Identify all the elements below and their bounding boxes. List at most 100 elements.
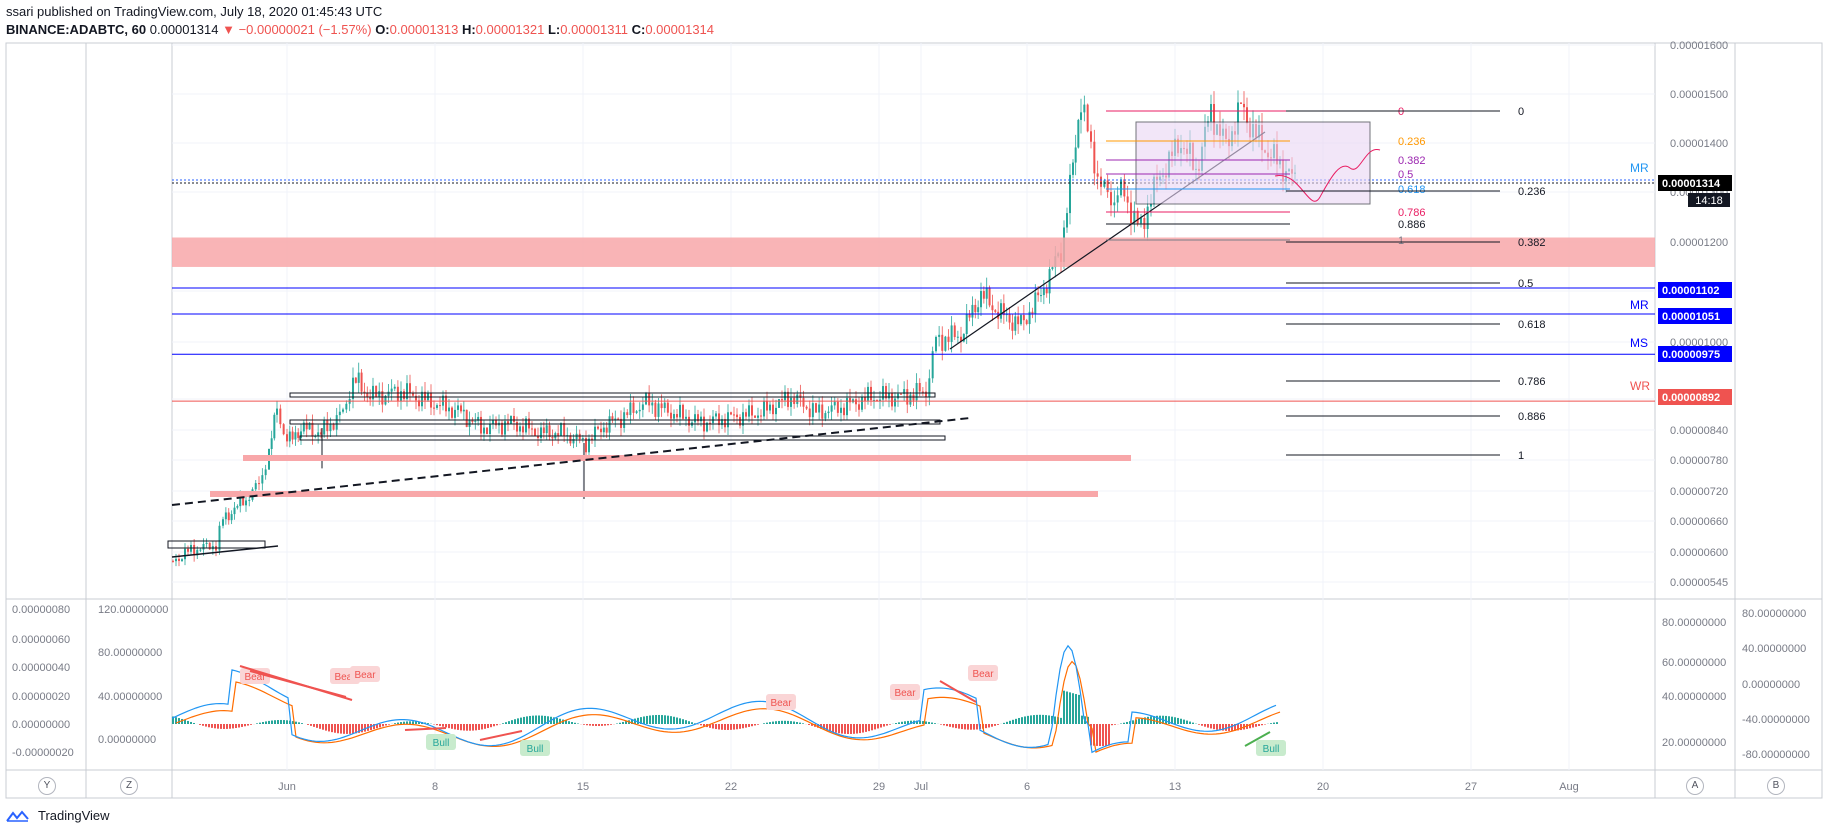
histogram-bar	[295, 721, 297, 724]
candle-body	[971, 304, 974, 318]
histogram-bar	[193, 722, 195, 724]
histogram-bar	[238, 724, 240, 728]
histogram-bar	[1183, 719, 1185, 724]
trendline-dashed	[171, 417, 971, 506]
price-tag	[1658, 175, 1732, 191]
histogram-bar	[256, 723, 258, 724]
candle-body	[1150, 204, 1152, 207]
candle-body	[239, 496, 242, 507]
a-axis-button[interactable]: A	[1686, 777, 1704, 795]
candle-body	[982, 291, 985, 299]
y-axis-button[interactable]: Y	[38, 777, 56, 795]
histogram-bar	[232, 724, 234, 729]
b-axis-button[interactable]: B	[1767, 777, 1785, 795]
histogram-bar	[487, 724, 489, 729]
down-arrow-icon: ▼	[222, 22, 235, 37]
candle-body	[486, 427, 488, 435]
open-label: O:	[375, 22, 390, 37]
histogram-bar	[460, 724, 462, 731]
fib-large-label: 0.618	[1518, 319, 1546, 331]
divergence-badge	[968, 665, 998, 681]
candle-body	[563, 423, 566, 436]
histogram-bar	[931, 722, 933, 724]
close-label: C:	[631, 22, 646, 37]
indicator-right-tick: 60.00000000	[1662, 657, 1726, 669]
histogram-bar	[343, 724, 345, 734]
candle-body	[778, 399, 780, 408]
x-tick-label: 29	[873, 781, 885, 793]
candle-body	[968, 313, 971, 318]
histogram-bar	[250, 724, 252, 725]
histogram-bar	[1021, 717, 1023, 724]
histogram-bar	[439, 724, 441, 726]
candle-body	[751, 405, 753, 416]
candle-body	[815, 403, 817, 413]
histogram-bar	[1156, 715, 1158, 724]
histogram-bar	[868, 724, 870, 732]
candle-body	[305, 422, 308, 430]
symbol-name: BINANCE:ADABTC, 60	[6, 22, 147, 37]
candle-body	[542, 427, 545, 434]
candle-body	[808, 408, 811, 418]
histogram-bar	[1177, 717, 1179, 724]
candle-body	[897, 393, 899, 399]
candle-body	[224, 512, 227, 520]
histogram-bar	[973, 724, 975, 730]
fib-box	[1135, 121, 1371, 205]
histogram-bar	[844, 724, 846, 734]
candle-body	[448, 407, 450, 412]
candle-body	[363, 391, 366, 393]
histogram-bar	[463, 724, 465, 731]
candle-body	[1113, 202, 1116, 206]
candle-body	[1086, 104, 1089, 132]
fib-level-label: 0.886	[1398, 219, 1426, 231]
candle-body	[286, 434, 288, 442]
histogram-bar	[454, 724, 456, 730]
candle-body	[632, 402, 635, 413]
low-label: L:	[547, 22, 561, 37]
histogram-bar	[865, 724, 867, 732]
z-axis-button[interactable]: Z	[120, 777, 138, 795]
histogram-bar	[733, 724, 735, 730]
fib-large-label: 0	[1518, 106, 1524, 118]
histogram-bar	[946, 724, 948, 727]
divergence-label: Bull	[1263, 744, 1280, 755]
histogram-bar	[880, 724, 882, 728]
histogram-bar	[481, 724, 483, 730]
fib-level-label: 0.618	[1398, 184, 1426, 196]
histogram-bar	[244, 724, 246, 727]
candle-body	[1120, 179, 1122, 196]
candle-body	[572, 439, 575, 444]
candle-body	[258, 483, 260, 485]
candle-body	[581, 438, 584, 440]
candle-body	[931, 351, 934, 379]
candle-body	[323, 420, 326, 435]
candle-body	[366, 392, 369, 397]
histogram-bar	[715, 724, 717, 730]
candle-body	[291, 431, 294, 440]
histogram-bar	[1225, 724, 1227, 731]
y-tick-label: 0.00000840	[1670, 425, 1728, 437]
footer-brand[interactable]: TradingView	[6, 808, 110, 823]
candle-body	[1110, 192, 1112, 206]
candle-body	[876, 400, 878, 402]
candle-body	[433, 407, 435, 409]
indicator-right-tick: 40.00000000	[1662, 691, 1726, 703]
candle-body	[222, 519, 224, 526]
candle-body	[178, 558, 180, 561]
indicator-right-outer-tick: -80.00000000	[1742, 749, 1810, 761]
histogram-bar	[1030, 715, 1032, 724]
zones-group	[167, 131, 1655, 558]
candle-body	[953, 325, 956, 338]
histogram-bar	[535, 715, 537, 724]
candle-body	[427, 392, 429, 401]
candle-body	[297, 432, 300, 438]
candle-body	[739, 417, 741, 426]
candle-body	[354, 377, 357, 383]
histogram-bar	[172, 716, 174, 724]
candle-body	[682, 404, 684, 419]
candle-body	[873, 400, 875, 402]
histogram-bar	[781, 720, 783, 724]
close-value: 0.00001314	[645, 22, 715, 37]
